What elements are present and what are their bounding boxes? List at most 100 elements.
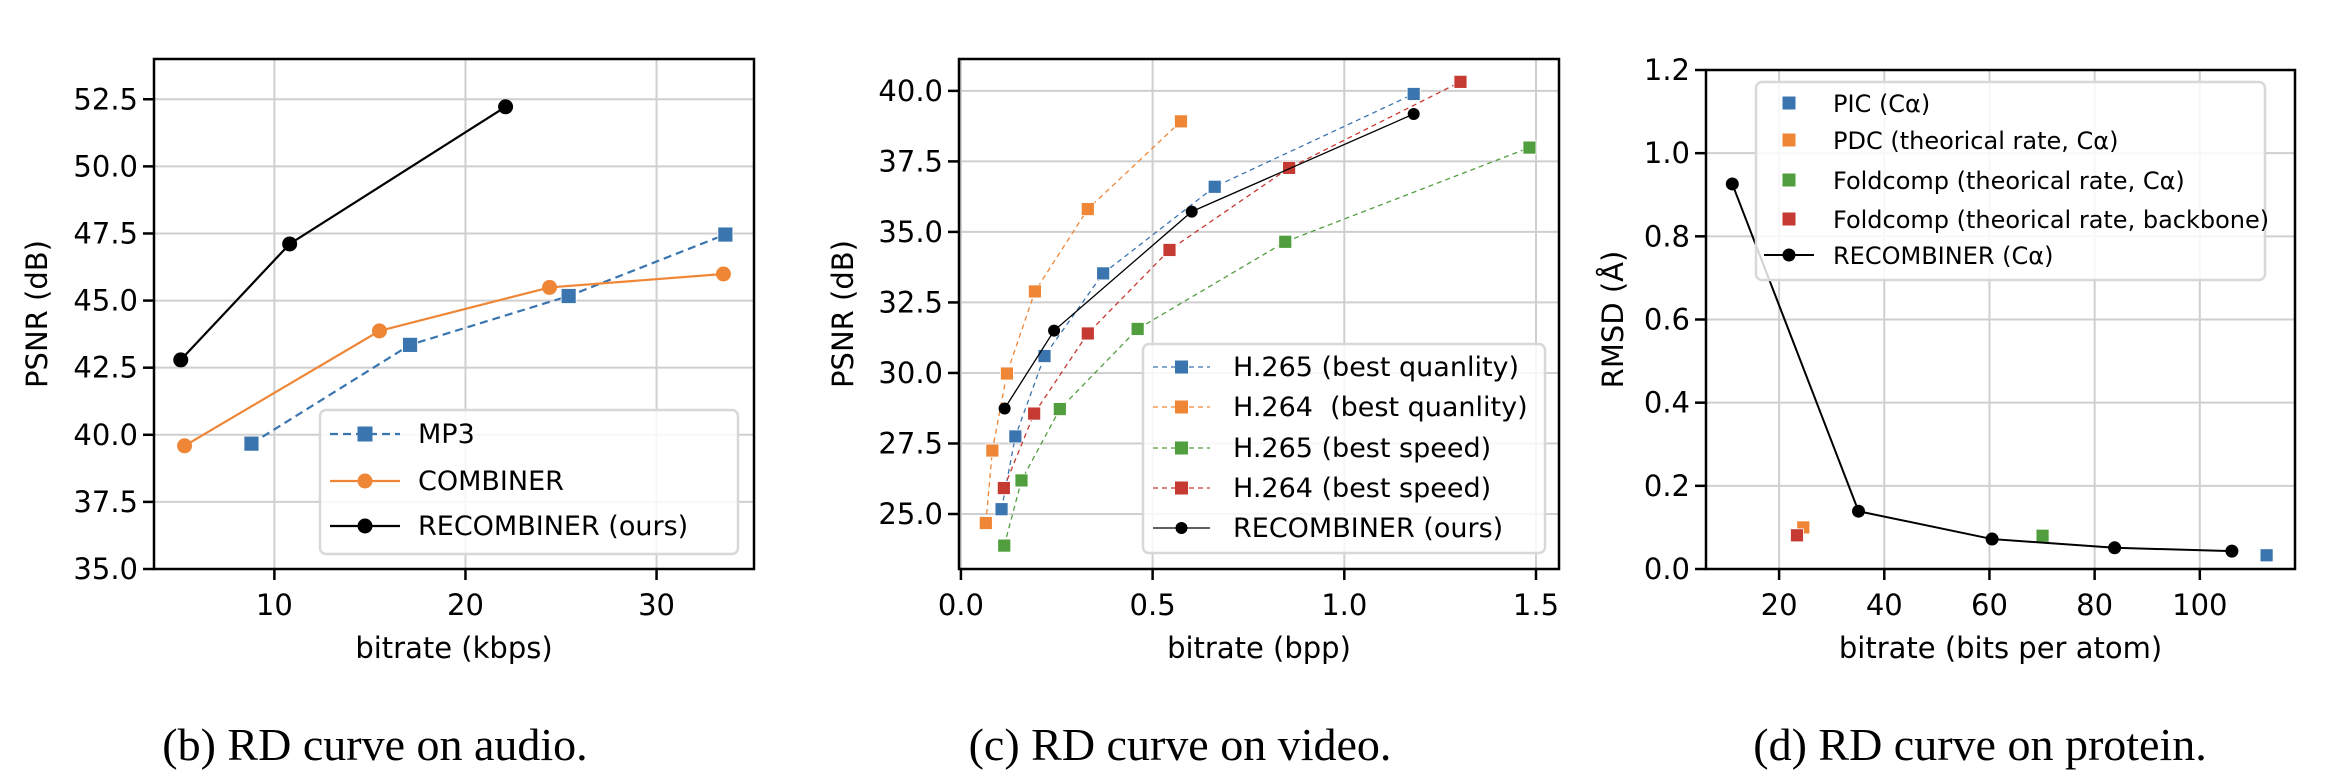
legend-item: RECOMBINER (ours): [330, 511, 688, 542]
legend-label: H.265 (best speed): [1233, 433, 1491, 464]
legend-label: COMBINER: [418, 466, 564, 497]
legend-item: COMBINER: [330, 466, 564, 497]
legend-item: MP3: [330, 419, 475, 450]
data-point: [998, 402, 1011, 415]
data-point: [1096, 266, 1111, 281]
x-tick-label: 60: [1971, 588, 2008, 622]
data-point: [1014, 473, 1029, 488]
plot-area: [978, 74, 1537, 553]
data-point: [560, 288, 577, 304]
legend-item: H.265 (best quanlity): [1153, 352, 1519, 383]
data-point: [1080, 326, 1095, 341]
legend: PIC (Cα) PDC (theorical rate, Cα) Foldcomp…: [1754, 80, 2269, 282]
legend: H.265 (best quanlity) H.264 (best quanlit…: [1141, 342, 1547, 555]
y-tick-label: 42.5: [73, 351, 138, 385]
legend-label: Foldcomp (theorical rate, backbone): [1833, 206, 2269, 234]
y-tick-label: 47.5: [73, 216, 138, 250]
y-tick-label: 40.0: [878, 74, 943, 108]
data-point: [1278, 234, 1293, 249]
series-h-265-best-speed: [997, 140, 1537, 553]
data-point: [542, 279, 558, 295]
x-tick-label: 0.5: [1130, 588, 1176, 622]
y-tick-label: 0.0: [1644, 552, 1690, 586]
data-point: [997, 538, 1012, 553]
y-tick-label: 37.5: [73, 485, 138, 519]
legend-box: [318, 408, 740, 556]
data-point: [173, 352, 189, 368]
y-tick-label: 40.0: [73, 418, 138, 452]
data-point: [1407, 108, 1420, 121]
legend: MP3 COMBINER RECOMBINER (ours): [318, 408, 740, 556]
legend-item: H.264 (best quanlity): [1153, 392, 1528, 423]
data-point: [1453, 74, 1468, 89]
series-line: [250, 233, 726, 445]
x-axis-label: bitrate (bpp): [1167, 631, 1351, 665]
panel-video-chart: 0.0 0.5 1.0 1.5 25.0 27.5 30.0 32.5 35.0 37.5 40.0…: [826, 57, 1561, 770]
legend-item: Foldcomp (theorical rate, Cα): [1782, 167, 2185, 195]
data-point: [978, 516, 993, 530]
legend-marker: [357, 473, 373, 489]
y-tick-label: 37.5: [878, 144, 943, 178]
legend-label: RECOMBINER (Cα): [1833, 242, 2053, 270]
legend-marker: [1782, 212, 1796, 226]
series-h-264-best-quanlity: [978, 114, 1188, 530]
data-point: [717, 226, 734, 243]
data-point: [1207, 179, 1222, 194]
y-tick-label: 0.6: [1644, 303, 1690, 337]
data-point: [1027, 406, 1042, 421]
x-tick-label: 1.5: [1513, 588, 1559, 622]
y-tick-label: 52.5: [73, 82, 138, 116]
legend-item: RECOMBINER (ours): [1153, 513, 1503, 544]
data-point: [2035, 528, 2050, 543]
legend-label: H.264 (best quanlity): [1233, 392, 1528, 423]
panel-audio-chart: 10 20 30 35.0 37.5 40.0 42.5 45.0 47.5 50.0 52.5 M…: [20, 57, 756, 770]
data-point: [1522, 140, 1537, 155]
series-h-264-best-speed: [996, 74, 1468, 495]
series-pic-c: [2259, 548, 2274, 563]
data-point: [1130, 322, 1145, 336]
legend-marker: [1175, 481, 1188, 495]
legend-marker: [1175, 522, 1188, 534]
x-tick-label: 30: [638, 588, 675, 622]
y-tick-label: 0.2: [1644, 469, 1690, 503]
series-line: [1004, 113, 1414, 409]
data-point: [1008, 429, 1023, 444]
x-axis-label: bitrate (bits per atom): [1839, 631, 2162, 665]
legend-marker: [357, 518, 373, 534]
y-tick-label: 1.0: [1644, 136, 1690, 170]
y-tick-label: 35.0: [73, 552, 138, 586]
legend-item: RECOMBINER (Cα): [1764, 242, 2053, 270]
x-tick-label: 40: [1866, 588, 1903, 622]
y-tick-label: 25.0: [878, 497, 943, 531]
y-tick-label: 27.5: [878, 426, 943, 460]
x-tick-label: 1.0: [1321, 588, 1367, 622]
axes-frame: [957, 57, 1561, 571]
caption: (d) RD curve on protein.: [1753, 719, 2207, 770]
data-point: [1080, 202, 1095, 216]
x-tick-label: 10: [256, 588, 293, 622]
y-tick-label: 50.0: [73, 149, 138, 183]
legend-marker: [1782, 133, 1796, 147]
legend-label: MP3: [418, 419, 475, 450]
series-line: [1003, 146, 1530, 546]
caption: (b) RD curve on audio.: [162, 719, 587, 770]
y-tick-label: 30.0: [878, 356, 943, 390]
data-point: [243, 435, 260, 452]
legend-label: PDC (theorical rate, Cα): [1833, 127, 2118, 155]
x-tick-label: 20: [447, 588, 484, 622]
data-point: [2225, 544, 2239, 558]
series-foldcomp-theorical-rate-c: [2035, 528, 2050, 543]
axis-ticks: 10 20 30 35.0 37.5 40.0 42.5 45.0 47.5 50.0 52.5: [73, 82, 675, 622]
legend-marker: [1782, 173, 1796, 187]
panel-protein-chart: 20 40 60 80 100 0.0 0.2 0.4 0.6 0.8 1.0 1.2 PIC (Cα…: [1596, 53, 2297, 770]
data-point: [1052, 402, 1067, 416]
legend-label: H.265 (best quanlity): [1233, 352, 1519, 383]
data-point: [1174, 114, 1188, 129]
x-tick-label: 80: [2076, 588, 2113, 622]
y-tick-label: 1.2: [1644, 53, 1690, 87]
y-tick-label: 45.0: [73, 284, 138, 318]
legend-item: PDC (theorical rate, Cα): [1782, 127, 2118, 155]
series-recombiner-ours: [173, 99, 514, 368]
legend-label: PIC (Cα): [1833, 90, 1930, 118]
legend-marker: [1782, 96, 1796, 110]
